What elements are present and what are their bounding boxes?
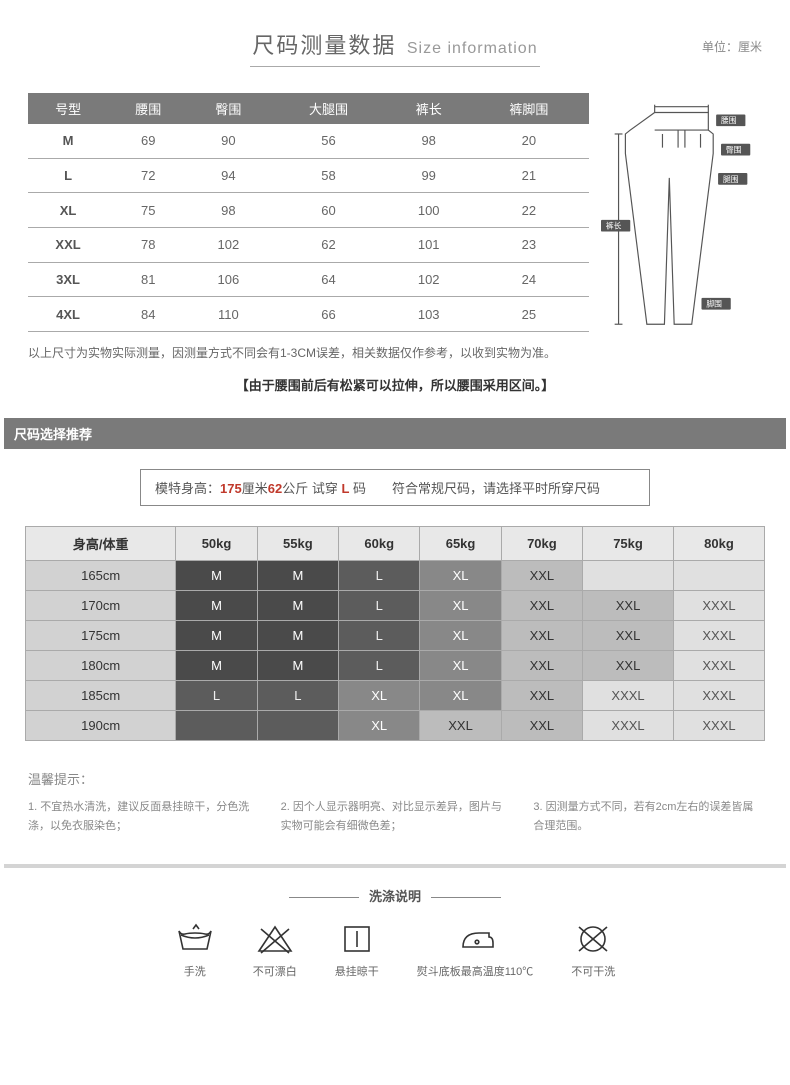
size-row: M6990569820 xyxy=(28,124,589,158)
size-col-header: 大腿围 xyxy=(268,93,388,124)
size-row: 3XL811066410224 xyxy=(28,262,589,297)
size-col-header: 裤脚围 xyxy=(469,93,589,124)
size-table: 号型腰围臀围大腿围裤长裤脚围 M6990569820L7294589921XL7… xyxy=(28,93,589,332)
tip-2: 2. 因个人显示器明亮、对比显示差异，图片与实物可能会有细微色差； xyxy=(281,798,510,835)
size-col-header: 臀围 xyxy=(188,93,268,124)
wash-icons: 手洗 不可漂白 悬挂晾干 熨斗底板最高温度110℃ 不可干洗 xyxy=(0,915,790,1009)
handwash-icon: 手洗 xyxy=(175,923,215,979)
grid-row: 180cmMMLXLXXLXXLXXXL xyxy=(26,651,765,681)
size-section: 号型腰围臀围大腿围裤长裤脚围 M6990569820L7294589921XL7… xyxy=(0,75,790,332)
title-cn: 尺码测量数据 xyxy=(252,33,396,58)
svg-text:臀围: 臀围 xyxy=(726,146,742,155)
size-row: XL75986010022 xyxy=(28,193,589,228)
grid-row: 190cmXLXXLXXLXXXLXXXL xyxy=(26,711,765,741)
size-row: L7294589921 xyxy=(28,158,589,193)
recommendation-grid: 身高/体重50kg55kg60kg65kg70kg75kg80kg 165cmM… xyxy=(25,526,765,741)
title-en: Size information xyxy=(407,40,538,57)
measurement-note: 以上尺寸为实物实际测量，因测量方式不同会有1-3CM误差，相关数据仅作参考，以收… xyxy=(0,332,790,361)
svg-text:腰围: 腰围 xyxy=(721,116,737,125)
svg-text:脚围: 脚围 xyxy=(706,299,722,309)
tip-3: 3. 因测量方式不同，若有2cm左右的误差皆属合理范围。 xyxy=(533,798,762,835)
model-info: 模特身高：175厘米62公斤 试穿 L 码 符合常规尺码，请选择平时所穿尺码 xyxy=(140,469,650,506)
svg-text:裤长: 裤长 xyxy=(606,221,622,231)
no-bleach-icon: 不可漂白 xyxy=(253,923,297,979)
grid-row: 165cmMMLXLXXL xyxy=(26,561,765,591)
grid-row: 185cmLLXLXLXXLXXXLXXXL xyxy=(26,681,765,711)
pants-diagram: 腰围 臀围 腿围 裤长 脚围 xyxy=(601,93,762,332)
iron-icon: 熨斗底板最高温度110℃ xyxy=(417,923,534,979)
svg-text:腿围: 腿围 xyxy=(723,175,739,184)
tips-row: 1. 不宜热水清洗，建议反面悬挂晾干，分色洗涤，以免衣服染色； 2. 因个人显示… xyxy=(0,798,790,863)
size-col-header: 号型 xyxy=(28,93,108,124)
unit-label: 单位：厘米 xyxy=(702,38,762,55)
grid-row: 170cmMMLXLXXLXXLXXXL xyxy=(26,591,765,621)
recommendation-bar: 尺码选择推荐 xyxy=(4,418,786,449)
hang-dry-icon: 悬挂晾干 xyxy=(335,923,379,979)
size-col-header: 裤长 xyxy=(389,93,469,124)
title-block: 尺码测量数据 Size information 单位：厘米 xyxy=(0,0,790,75)
tip-1: 1. 不宜热水清洗，建议反面悬挂晾干，分色洗涤，以免衣服染色； xyxy=(28,798,257,835)
divider xyxy=(4,864,786,868)
tips-heading: 温馨提示： xyxy=(0,769,790,798)
wash-heading: 洗涤说明 xyxy=(0,886,790,909)
size-row: 4XL841106610325 xyxy=(28,297,589,332)
size-row: XXL781026210123 xyxy=(28,228,589,263)
no-dryclean-icon: 不可干洗 xyxy=(571,923,615,979)
elastic-note: 【由于腰围前后有松紧可以拉伸，所以腰围采用区间。】 xyxy=(0,361,790,418)
size-col-header: 腰围 xyxy=(108,93,188,124)
grid-row: 175cmMMLXLXXLXXLXXXL xyxy=(26,621,765,651)
